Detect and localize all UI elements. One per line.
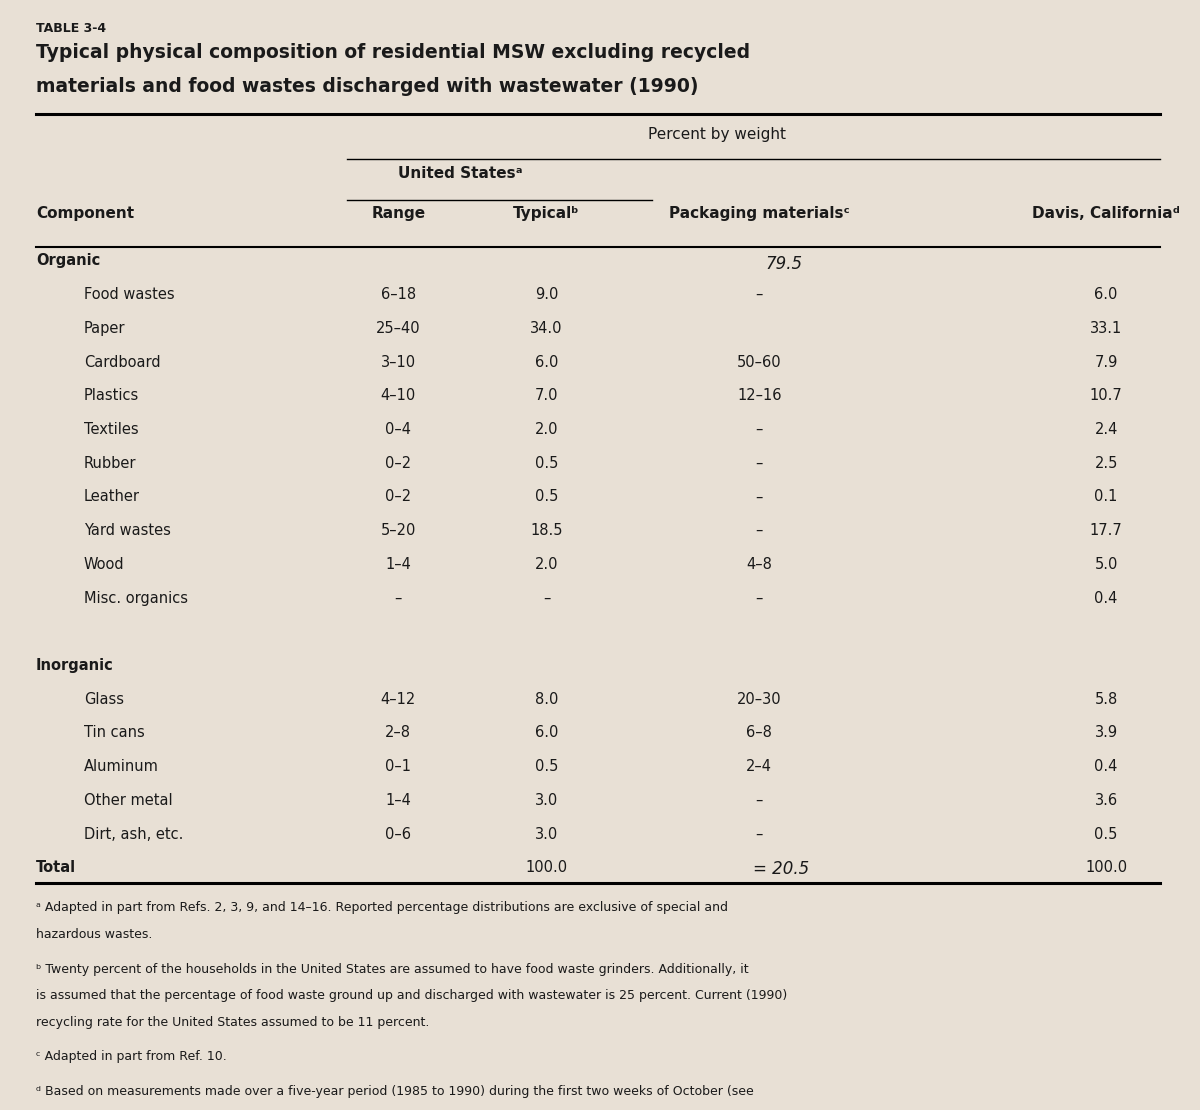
Text: 20–30: 20–30	[737, 692, 781, 707]
Text: 0–6: 0–6	[385, 827, 412, 841]
Text: 2–4: 2–4	[746, 759, 773, 774]
Text: 6.0: 6.0	[535, 726, 558, 740]
Text: –: –	[756, 827, 763, 841]
Text: ᵈ Based on measurements made over a five-year period (1985 to 1990) during the f: ᵈ Based on measurements made over a five…	[36, 1086, 754, 1098]
Text: 1–4: 1–4	[385, 557, 412, 572]
Text: Paper: Paper	[84, 321, 125, 336]
Text: 17.7: 17.7	[1090, 523, 1122, 538]
Text: Inorganic: Inorganic	[36, 658, 114, 673]
Text: Other metal: Other metal	[84, 793, 173, 808]
Text: Packaging materialsᶜ: Packaging materialsᶜ	[668, 206, 850, 221]
Text: 0–2: 0–2	[385, 456, 412, 471]
Text: 0–1: 0–1	[385, 759, 412, 774]
Text: 4–12: 4–12	[380, 692, 416, 707]
Text: –: –	[395, 591, 402, 606]
Text: 10.7: 10.7	[1090, 388, 1122, 403]
Text: 0–2: 0–2	[385, 490, 412, 504]
Text: ᵃ Adapted in part from Refs. 2, 3, 9, and 14–16. Reported percentage distributio: ᵃ Adapted in part from Refs. 2, 3, 9, an…	[36, 901, 728, 915]
Text: 6.0: 6.0	[535, 354, 558, 370]
Text: –: –	[756, 793, 763, 808]
Text: TABLE 3-4: TABLE 3-4	[36, 22, 106, 36]
Text: –: –	[756, 523, 763, 538]
Text: = 20.5: = 20.5	[754, 860, 810, 878]
Text: 1–4: 1–4	[385, 793, 412, 808]
Text: Range: Range	[371, 206, 425, 221]
Text: 0.5: 0.5	[1094, 827, 1118, 841]
Text: Component: Component	[36, 206, 134, 221]
Text: 3.6: 3.6	[1094, 793, 1117, 808]
Text: 0.4: 0.4	[1094, 759, 1118, 774]
Text: Textiles: Textiles	[84, 422, 138, 437]
Text: 12–16: 12–16	[737, 388, 781, 403]
Text: 6–18: 6–18	[380, 287, 415, 302]
Text: Percent by weight: Percent by weight	[648, 127, 786, 142]
Text: 25–40: 25–40	[376, 321, 420, 336]
Text: 100.0: 100.0	[1085, 860, 1127, 876]
Text: –: –	[542, 591, 550, 606]
Text: 4–8: 4–8	[746, 557, 773, 572]
Text: 79.5: 79.5	[766, 255, 803, 273]
Text: Tin cans: Tin cans	[84, 726, 144, 740]
Text: 2.4: 2.4	[1094, 422, 1118, 437]
Text: 2.0: 2.0	[535, 422, 558, 437]
Text: Glass: Glass	[84, 692, 124, 707]
Text: 5–20: 5–20	[380, 523, 416, 538]
Text: 9.0: 9.0	[535, 287, 558, 302]
Text: Wood: Wood	[84, 557, 125, 572]
Text: ᶜ Adapted in part from Ref. 10.: ᶜ Adapted in part from Ref. 10.	[36, 1050, 227, 1063]
Text: 5.0: 5.0	[1094, 557, 1118, 572]
Text: 34.0: 34.0	[530, 321, 563, 336]
Text: Aluminum: Aluminum	[84, 759, 158, 774]
Text: Leather: Leather	[84, 490, 139, 504]
Text: 0.5: 0.5	[535, 490, 558, 504]
Text: hazardous wastes.: hazardous wastes.	[36, 928, 152, 941]
Text: Typicalᵇ: Typicalᵇ	[514, 206, 580, 221]
Text: 3.0: 3.0	[535, 793, 558, 808]
Text: 6.0: 6.0	[1094, 287, 1118, 302]
Text: Yard wastes: Yard wastes	[84, 523, 170, 538]
Text: Misc. organics: Misc. organics	[84, 591, 187, 606]
Text: 50–60: 50–60	[737, 354, 781, 370]
Text: 3.0: 3.0	[535, 827, 558, 841]
Text: Plastics: Plastics	[84, 388, 139, 403]
Text: 0.5: 0.5	[535, 759, 558, 774]
Text: Total: Total	[36, 860, 76, 876]
Text: 4–10: 4–10	[380, 388, 416, 403]
Text: 0–4: 0–4	[385, 422, 412, 437]
Text: –: –	[756, 422, 763, 437]
Text: –: –	[756, 456, 763, 471]
Text: Davis, Californiaᵈ: Davis, Californiaᵈ	[1032, 206, 1180, 221]
Text: 0.5: 0.5	[535, 456, 558, 471]
Text: 18.5: 18.5	[530, 523, 563, 538]
Text: United Statesᵃ: United Statesᵃ	[398, 165, 523, 181]
Text: Organic: Organic	[36, 253, 100, 269]
Text: 2–8: 2–8	[385, 726, 412, 740]
Text: –: –	[756, 490, 763, 504]
Text: 100.0: 100.0	[526, 860, 568, 876]
Text: Cardboard: Cardboard	[84, 354, 161, 370]
Text: ᵇ Twenty percent of the households in the United States are assumed to have food: ᵇ Twenty percent of the households in th…	[36, 962, 749, 976]
Text: 8.0: 8.0	[535, 692, 558, 707]
Text: 2.0: 2.0	[535, 557, 558, 572]
Text: 0.1: 0.1	[1094, 490, 1118, 504]
Text: 33.1: 33.1	[1090, 321, 1122, 336]
Text: materials and food wastes discharged with wastewater (1990): materials and food wastes discharged wit…	[36, 77, 698, 95]
Text: Dirt, ash, etc.: Dirt, ash, etc.	[84, 827, 184, 841]
Text: 7.9: 7.9	[1094, 354, 1118, 370]
Text: is assumed that the percentage of food waste ground up and discharged with waste: is assumed that the percentage of food w…	[36, 989, 787, 1002]
Text: Typical physical composition of residential MSW excluding recycled: Typical physical composition of resident…	[36, 43, 750, 62]
Text: 5.8: 5.8	[1094, 692, 1117, 707]
Text: 6–8: 6–8	[746, 726, 773, 740]
Text: Food wastes: Food wastes	[84, 287, 174, 302]
Text: 3.9: 3.9	[1094, 726, 1117, 740]
Text: 3–10: 3–10	[380, 354, 415, 370]
Text: 2.5: 2.5	[1094, 456, 1118, 471]
Text: –: –	[756, 591, 763, 606]
Text: 0.4: 0.4	[1094, 591, 1118, 606]
Text: Rubber: Rubber	[84, 456, 137, 471]
Text: 7.0: 7.0	[535, 388, 558, 403]
Text: recycling rate for the United States assumed to be 11 percent.: recycling rate for the United States ass…	[36, 1016, 430, 1029]
Text: –: –	[756, 287, 763, 302]
